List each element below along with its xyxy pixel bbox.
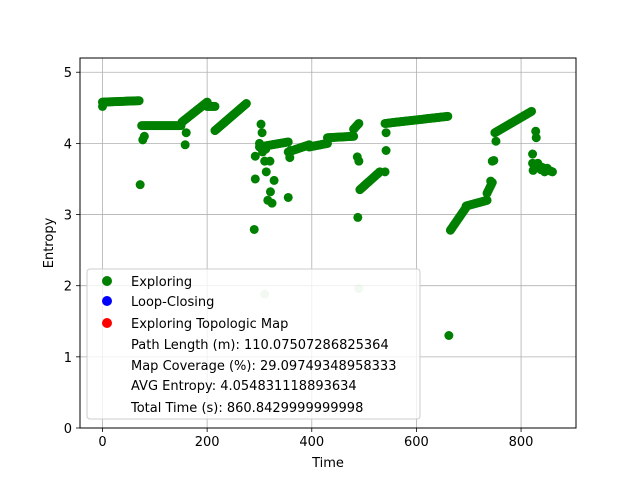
exploring-point bbox=[527, 106, 537, 116]
y-tick-label: 0 bbox=[64, 422, 72, 437]
exploring-point bbox=[256, 119, 266, 129]
exploring-point bbox=[285, 146, 295, 155]
legend-marker-loop-closing bbox=[102, 296, 112, 306]
legend-marker-exploring-topologic-map bbox=[102, 318, 112, 328]
legend-box bbox=[86, 268, 421, 420]
exploring-point bbox=[380, 167, 390, 177]
exploring-point bbox=[181, 128, 191, 138]
exploring-point bbox=[381, 146, 391, 155]
exploring-point bbox=[528, 149, 538, 159]
y-axis-label: Entropy bbox=[42, 217, 57, 268]
exploring-point bbox=[254, 138, 264, 148]
exploring-point bbox=[489, 155, 499, 165]
legend-label-loop-closing: Loop-Closing bbox=[131, 295, 214, 310]
exploring-point bbox=[482, 195, 492, 205]
exploring-point bbox=[349, 131, 359, 141]
x-axis-label: Time bbox=[311, 456, 344, 471]
legend-label-exploring: Exploring bbox=[131, 275, 192, 290]
exploring-point bbox=[241, 99, 251, 109]
legend-marker-exploring bbox=[102, 276, 112, 286]
plot-frame bbox=[79, 57, 577, 429]
x-axis-ticks: 0 200 400 600 800 bbox=[98, 428, 533, 450]
exploring-point bbox=[353, 212, 363, 222]
exploring-point bbox=[267, 198, 277, 208]
exploring-point bbox=[354, 156, 364, 166]
legend-avg-entropy: AVG Entropy: 4.054831118893634 bbox=[131, 379, 357, 394]
exploring-point bbox=[139, 131, 149, 141]
y-tick-label: 2 bbox=[64, 280, 72, 295]
exploring-point bbox=[486, 176, 496, 186]
exploring-point bbox=[354, 118, 364, 128]
exploring-point bbox=[135, 180, 145, 190]
exploring-point bbox=[257, 128, 267, 138]
exploring-point bbox=[531, 133, 541, 143]
legend-map-coverage: Map Coverage (%): 29.09749348958333 bbox=[131, 359, 396, 374]
exploring-point bbox=[491, 136, 501, 146]
exploring-point bbox=[443, 111, 453, 121]
x-tick-label: 400 bbox=[299, 435, 324, 450]
x-tick-label: 200 bbox=[195, 435, 220, 450]
exploring-point bbox=[134, 96, 144, 106]
exploring-point bbox=[283, 137, 293, 147]
exploring-point bbox=[285, 153, 295, 163]
series-exploring-points bbox=[97, 96, 557, 340]
exploring-point bbox=[250, 174, 260, 184]
y-axis-ticks: 0 1 2 3 4 5 bbox=[64, 66, 80, 437]
y-tick-label: 1 bbox=[64, 351, 72, 366]
exploring-point bbox=[283, 192, 293, 202]
exploring-point bbox=[210, 101, 220, 111]
legend-label-exploring-topologic-map: Exploring Topologic Map bbox=[131, 317, 288, 332]
exploring-point bbox=[180, 140, 190, 150]
exploring-point bbox=[97, 101, 107, 111]
legend-path-length: Path Length (m): 110.07507286825364 bbox=[131, 338, 389, 353]
legend-total-time: Total Time (s): 860.8429999999998 bbox=[130, 401, 363, 416]
exploring-point bbox=[265, 156, 275, 166]
x-tick-label: 600 bbox=[404, 435, 429, 450]
x-tick-label: 800 bbox=[509, 435, 534, 450]
exploring-point bbox=[265, 187, 275, 197]
exploring-point bbox=[250, 151, 260, 161]
exploring-point bbox=[542, 163, 552, 173]
exploring-point bbox=[381, 128, 391, 138]
x-tick-label: 0 bbox=[98, 435, 106, 450]
exploring-point bbox=[528, 165, 538, 175]
y-tick-label: 3 bbox=[64, 209, 72, 224]
legend: Exploring Loop-Closing Exploring Topolog… bbox=[86, 268, 421, 420]
y-tick-label: 5 bbox=[64, 66, 72, 81]
exploring-point bbox=[444, 331, 454, 340]
exploring-point bbox=[249, 224, 259, 234]
y-tick-label: 4 bbox=[64, 137, 72, 152]
exploring-point bbox=[261, 144, 271, 154]
exploring-point bbox=[269, 175, 279, 185]
exploring-point bbox=[261, 167, 271, 177]
